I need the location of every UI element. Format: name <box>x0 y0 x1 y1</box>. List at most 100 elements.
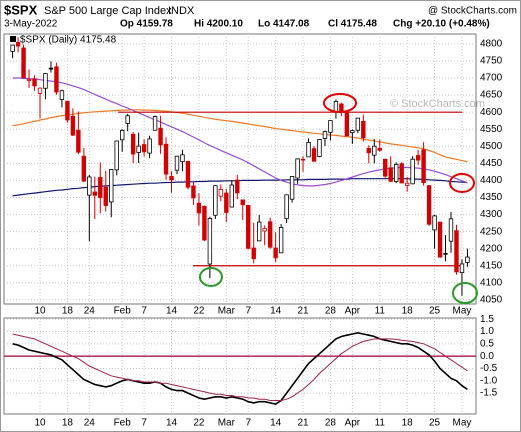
candle-body <box>169 175 174 181</box>
candle-body <box>295 158 300 179</box>
candle-body <box>114 140 119 171</box>
candle-body <box>37 87 43 94</box>
candle-body <box>163 143 169 175</box>
candle-body <box>262 227 267 232</box>
x-tick-label: 24 <box>84 418 96 429</box>
candle-body <box>48 67 54 70</box>
x-tick-label: Mar <box>218 306 236 317</box>
indicator-panel <box>3 317 477 415</box>
candle-body <box>393 164 399 182</box>
x-tick-label: 10 <box>34 306 46 317</box>
x-tick-label: 18 <box>62 306 74 317</box>
legend-label: $SPX (Daily) 4175.48 <box>20 35 117 46</box>
candle-body <box>207 218 213 265</box>
candle-body <box>180 154 185 163</box>
x-tick-label: 21 <box>297 418 309 429</box>
candle-body <box>410 158 415 185</box>
symbol: $SPX <box>4 2 38 17</box>
x-tick-label: 7 <box>245 418 251 429</box>
candle-body <box>267 221 273 248</box>
candle-body <box>229 184 234 208</box>
moving-average <box>12 109 468 163</box>
x-tick-label: 14 <box>270 418 282 429</box>
candle-body <box>98 176 103 198</box>
candle-body <box>339 103 344 112</box>
x-tick-label: 14 <box>166 418 178 429</box>
candle-body <box>65 100 70 121</box>
candle-body <box>399 163 404 184</box>
y-tick-label: -0.5 <box>480 363 498 374</box>
candle-body <box>350 130 355 134</box>
candle-body <box>306 141 311 158</box>
x-tick-label: 21 <box>297 306 309 317</box>
copyright: @ StockCharts.com <box>428 6 517 17</box>
candle-body <box>174 155 180 171</box>
candle-body <box>213 185 218 216</box>
candle-body <box>333 100 339 112</box>
candle-body <box>185 160 191 188</box>
candle-body <box>152 116 158 131</box>
candle-body <box>43 73 48 89</box>
x-tick-label: Feb <box>114 306 132 317</box>
candle-body <box>289 176 295 200</box>
watermark: © StockCharts.com <box>390 98 485 110</box>
candle-body <box>355 117 361 131</box>
indicator-line <box>12 333 468 401</box>
candle-body <box>322 131 328 139</box>
candle-body <box>158 127 163 146</box>
candle-body <box>120 130 125 141</box>
candle-body <box>136 145 141 153</box>
quote-change: Chg +20.10 (+0.48%) <box>393 19 490 30</box>
candle-body <box>59 90 65 100</box>
y-tick-label: 4800 <box>480 39 503 50</box>
y-tick-label: 1.5 <box>480 314 494 325</box>
date: 3-May-2022 <box>4 19 58 30</box>
x-tick-label: 18 <box>402 418 414 429</box>
candle-body <box>246 204 251 249</box>
y-tick-label: 4150 <box>480 260 503 271</box>
candle-body <box>317 139 322 157</box>
x-tick-label: 11 <box>375 418 386 429</box>
x-tick-label: 25 <box>429 306 441 317</box>
annotation-ellipse <box>449 173 475 193</box>
candle-body <box>202 205 207 241</box>
candle-body <box>465 256 470 263</box>
candle-body <box>191 185 196 199</box>
y-tick-label: 4250 <box>480 226 503 237</box>
candle-body <box>81 155 87 182</box>
candle-body <box>404 182 410 186</box>
candle-body <box>10 44 15 52</box>
x-tick-label: 22 <box>193 306 205 317</box>
candle-body <box>26 78 32 81</box>
x-tick-label: 22 <box>193 418 205 429</box>
x-tick-label: May <box>453 418 472 429</box>
y-tick-label: 4200 <box>480 243 503 254</box>
x-tick-label: 28 <box>325 306 337 317</box>
candle-body <box>366 147 371 154</box>
candle-body <box>103 186 108 206</box>
index-name: S&P 500 Large Cap Index <box>44 5 172 17</box>
annotation-ellipse <box>323 93 357 113</box>
candle-body <box>32 78 37 87</box>
x-tick-label: 14 <box>166 306 178 317</box>
candle-body <box>344 112 350 137</box>
y-tick-label: 4500 <box>480 141 503 152</box>
y-tick-label: 0.0 <box>480 351 494 362</box>
candle-body <box>432 215 437 231</box>
quote-low: Lo 4147.08 <box>258 19 310 30</box>
y-tick-label: 4550 <box>480 124 503 135</box>
candle-body <box>273 247 278 259</box>
candle-body <box>109 169 114 203</box>
y-tick-label: 4400 <box>480 175 503 186</box>
x-tick-label: 7 <box>141 418 147 429</box>
candle-body <box>70 115 76 136</box>
candle-body <box>54 66 59 93</box>
candle-body <box>311 148 317 162</box>
candle-body <box>224 192 229 213</box>
exchange: INDX <box>168 5 195 17</box>
candle-body <box>278 226 284 254</box>
y-tick-label: 4650 <box>480 90 503 101</box>
annotation-ellipse <box>452 282 478 304</box>
x-tick-label: 24 <box>84 306 96 317</box>
